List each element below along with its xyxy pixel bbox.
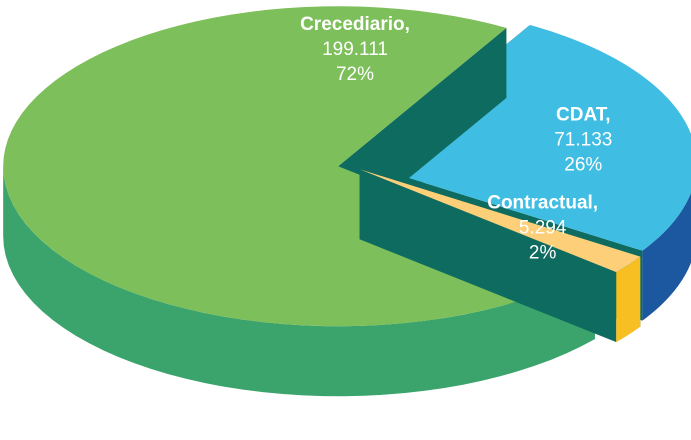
value-label: 71.133 [554, 129, 612, 150]
slice [359, 169, 641, 343]
slice-top [361, 24, 691, 251]
percent-label: 72% [336, 64, 374, 85]
slice-top [359, 169, 641, 273]
category-label: Contractual, [487, 192, 598, 213]
percent-label: 2% [529, 242, 557, 263]
slice-side [3, 166, 595, 397]
category-label: CDAT, [556, 104, 611, 125]
slice-side [642, 192, 691, 321]
value-label: 5.294 [519, 217, 567, 238]
slice-side [616, 256, 641, 343]
value-label: 199.111 [322, 39, 388, 60]
category-label: Crecediario, [300, 14, 410, 35]
percent-label: 26% [564, 154, 602, 175]
slice-cut-face [359, 169, 617, 343]
